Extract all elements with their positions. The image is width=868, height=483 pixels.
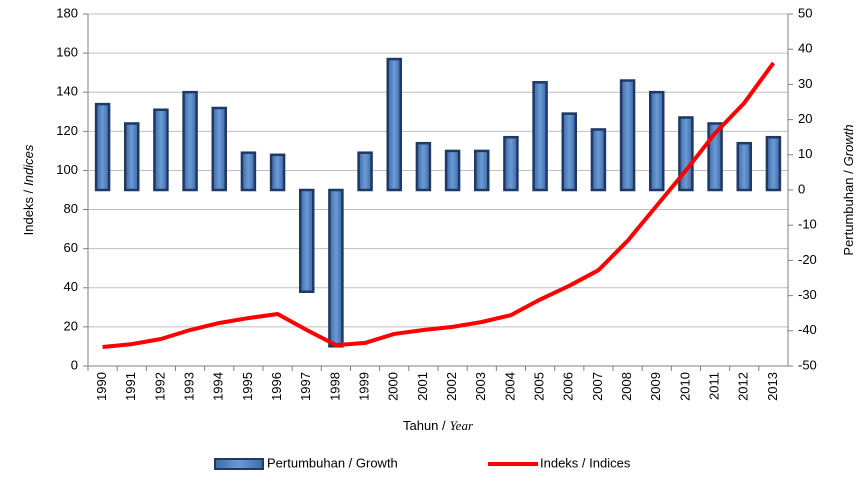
bar	[765, 135, 782, 192]
y-axis-title: Indeks / Indices	[21, 144, 36, 235]
bar	[619, 79, 636, 192]
index-line	[102, 61, 776, 350]
legend-label: Indeks / Indices	[540, 455, 631, 470]
bar	[532, 81, 548, 192]
bar	[474, 149, 490, 192]
y2-tick-label: -30	[798, 287, 817, 302]
y-axis-title-part: Indices	[21, 144, 36, 186]
bar	[736, 141, 752, 192]
x-tick-label: 2007	[590, 372, 605, 401]
x-tick-label: 2008	[619, 372, 634, 401]
y2-tick-label: 0	[798, 181, 805, 196]
bar	[590, 128, 607, 192]
x-tick-label: 2010	[677, 372, 692, 401]
x-axis-title-part: Tahun /	[403, 418, 446, 433]
x-tick-label: 1996	[269, 372, 284, 401]
y-tick-label: 80	[64, 201, 78, 216]
bar	[153, 108, 169, 192]
bar	[328, 188, 344, 348]
bar	[124, 122, 140, 192]
x-tick-label: 1999	[357, 372, 372, 401]
y2-tick-label: 40	[798, 41, 812, 56]
x-tick-label: 1997	[298, 372, 313, 401]
bar	[299, 188, 315, 293]
y-tick-label: 20	[64, 318, 78, 333]
x-tick-label: 2000	[386, 372, 401, 401]
x-tick-label: 2013	[765, 372, 780, 401]
x-axis-title-part: Year	[450, 418, 474, 433]
bar	[649, 90, 665, 192]
bar	[444, 149, 461, 192]
x-tick-label: 2004	[502, 372, 517, 401]
x-tick-label: 1994	[211, 372, 226, 401]
y-tick-label: 0	[71, 357, 78, 372]
y-axis-title-part: Indeks /	[21, 189, 36, 235]
x-tick-label: 1998	[327, 372, 342, 401]
legend-label: Pertumbuhan / Growth	[267, 455, 398, 470]
y2-tick-label: 10	[798, 146, 812, 161]
bar	[561, 112, 577, 192]
x-tick-label: 2006	[561, 372, 576, 401]
bar	[240, 151, 257, 192]
y2-tick-label: 30	[798, 76, 812, 91]
x-tick-label: 2005	[532, 372, 547, 401]
bar	[269, 153, 286, 192]
y2-tick-label: 20	[798, 111, 812, 126]
x-tick-label: 1993	[182, 372, 197, 401]
y-tick-label: 40	[64, 279, 78, 294]
y-tick-label: 180	[56, 5, 78, 20]
bar	[94, 102, 111, 192]
y2-axis-title: Pertumbuhan / Growth	[841, 124, 856, 255]
bar	[415, 141, 432, 192]
x-axis-title: Tahun / Year	[403, 418, 474, 433]
x-tick-label: 1990	[94, 372, 109, 401]
x-tick-label: 2001	[415, 372, 430, 401]
bar	[678, 116, 694, 192]
bar	[357, 151, 373, 192]
x-tick-label: 1992	[152, 372, 167, 401]
y2-tick-label: -20	[798, 252, 817, 267]
y2-tick-label: 50	[798, 5, 812, 20]
y-tick-label: 140	[56, 84, 78, 99]
x-tick-label: 2003	[473, 372, 488, 401]
x-tick-label: 2011	[707, 372, 722, 400]
x-tick-label: 2002	[444, 372, 459, 401]
y-tick-label: 60	[64, 240, 78, 255]
y-tick-label: 160	[56, 45, 78, 60]
bar	[211, 106, 227, 192]
y2-tick-label: -10	[798, 217, 817, 232]
y2-tick-label: -40	[798, 322, 817, 337]
x-tick-label: 2009	[648, 372, 663, 401]
bar	[503, 135, 519, 192]
y-tick-label: 100	[56, 162, 78, 177]
x-tick-label: 1995	[240, 372, 255, 401]
y2-axis-title-part: Pertumbuhan /	[841, 170, 856, 256]
x-tick-label: 1991	[123, 372, 138, 401]
y-tick-label: 120	[56, 123, 78, 138]
bar	[182, 90, 198, 192]
x-tick-label: 2012	[736, 372, 751, 401]
y2-axis-title-part: Growth	[841, 124, 856, 166]
bar	[386, 57, 402, 192]
legend-swatch	[214, 458, 264, 470]
y2-tick-label: -50	[798, 357, 817, 372]
